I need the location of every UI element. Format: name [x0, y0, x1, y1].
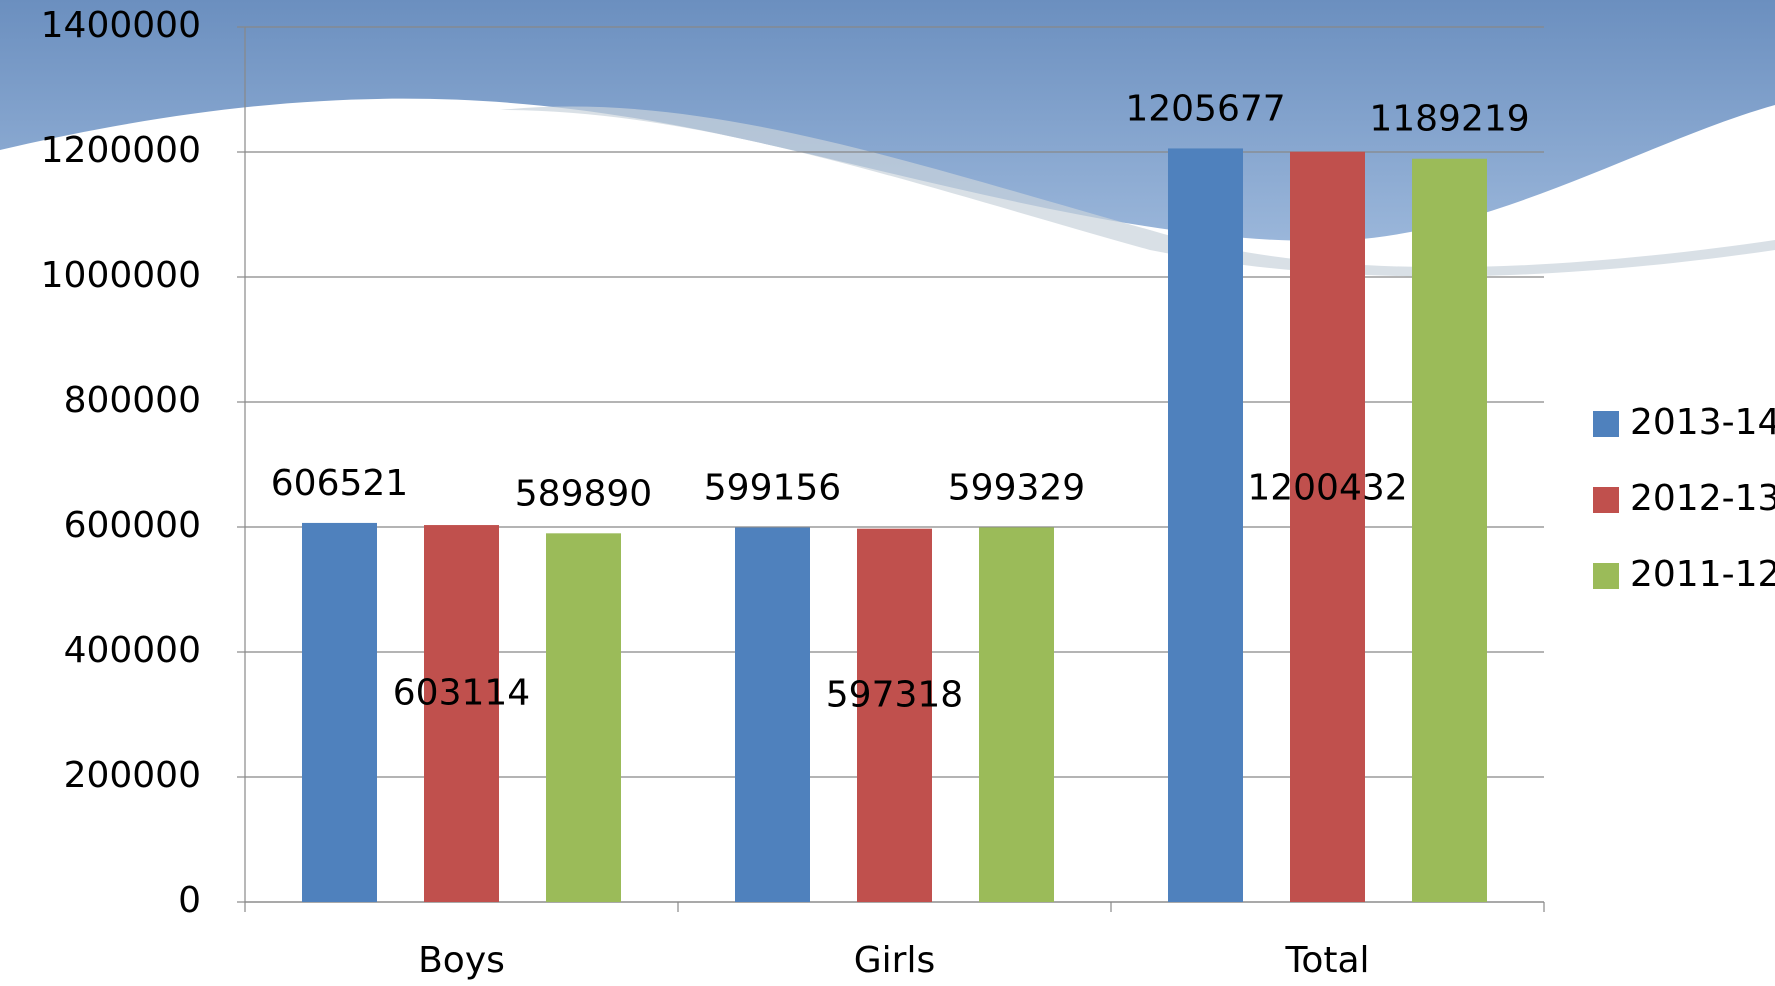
y-tick-label: 1000000: [41, 255, 201, 296]
y-tick-label: 0: [178, 880, 201, 921]
y-tick-label: 1400000: [41, 5, 201, 46]
data-label: 599156: [704, 468, 841, 509]
y-tick-label: 400000: [64, 630, 201, 671]
legend-swatch: [1593, 487, 1619, 513]
data-label: 599329: [948, 467, 1085, 508]
legend-label: 2012-13: [1630, 478, 1775, 519]
x-tick-label: Boys: [418, 940, 505, 981]
bar: [1412, 159, 1487, 902]
data-label: 1200432: [1247, 467, 1407, 508]
y-tick-label: 200000: [64, 755, 201, 796]
y-tick-label: 1200000: [41, 130, 201, 171]
data-label: 589890: [515, 473, 652, 514]
legend-label: 2011-12: [1630, 554, 1775, 595]
chart: 0 200000 400000 600000 800000 1000000 1200000 1…: [0, 0, 1775, 986]
legend-swatch: [1593, 563, 1619, 589]
bar: [735, 528, 810, 902]
data-label: 1205677: [1125, 88, 1285, 129]
y-tick-label: 600000: [64, 505, 201, 546]
data-label: 606521: [271, 463, 408, 504]
bar: [302, 523, 377, 902]
bar: [979, 527, 1054, 902]
bar: [1168, 148, 1243, 902]
data-label: 603114: [393, 673, 530, 714]
plot-area: 0 200000 400000 600000 800000 1000000 1200000 1…: [41, 5, 1775, 981]
legend-label: 2013-14: [1630, 402, 1775, 443]
x-tick-label: Total: [1284, 940, 1369, 981]
bar: [1290, 152, 1365, 902]
bar: [546, 533, 621, 902]
data-label: 597318: [826, 675, 963, 716]
data-label: 1189219: [1369, 99, 1529, 140]
legend-swatch: [1593, 411, 1619, 437]
x-tick-label: Girls: [854, 940, 935, 981]
y-tick-label: 800000: [64, 380, 201, 421]
